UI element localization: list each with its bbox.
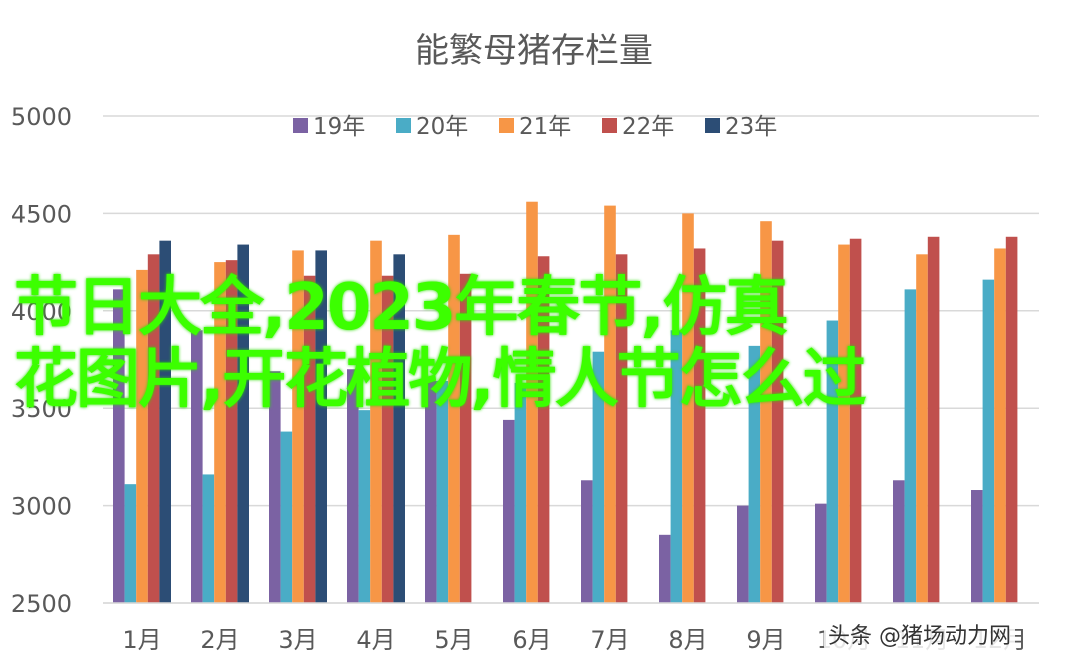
bar — [147, 254, 160, 604]
bar — [459, 273, 472, 603]
bar — [927, 236, 940, 603]
bar — [315, 250, 327, 604]
legend-label: 20年 — [416, 114, 468, 140]
bar — [526, 201, 538, 603]
bar — [1005, 236, 1018, 603]
bar — [615, 254, 628, 604]
bar — [280, 431, 293, 603]
bar — [113, 289, 125, 603]
bar — [292, 250, 304, 604]
y-tick-label: 5000 — [11, 103, 72, 131]
bar — [693, 248, 706, 604]
bar — [191, 330, 203, 603]
bar — [904, 289, 917, 603]
bar — [436, 380, 449, 603]
bar — [771, 240, 784, 603]
legend-label: 23年 — [725, 114, 777, 140]
bar — [537, 256, 550, 603]
x-tick-label: 1月 — [122, 626, 161, 654]
bar — [202, 474, 215, 603]
y-tick-label: 4000 — [11, 298, 72, 326]
y-axis: 2500 3000 3500 4000 4500 5000 — [11, 103, 72, 618]
x-tick-label: 5月 — [434, 626, 473, 654]
bar — [592, 351, 605, 603]
legend-label: 19年 — [313, 114, 365, 140]
y-tick-label: 4500 — [11, 200, 72, 228]
legend-swatch — [499, 118, 514, 133]
bar — [916, 254, 928, 604]
bar — [393, 254, 405, 604]
bar — [604, 205, 616, 603]
bars — [113, 201, 1018, 604]
legend-swatch — [396, 118, 411, 133]
bar — [237, 244, 249, 603]
bar — [448, 234, 460, 603]
legend-label: 22年 — [622, 114, 674, 140]
bar — [381, 275, 394, 603]
bar — [737, 505, 749, 603]
x-tick-label: 2月 — [200, 626, 239, 654]
bar — [136, 269, 148, 603]
bar — [269, 371, 281, 603]
bar — [893, 480, 905, 603]
bar — [503, 419, 515, 603]
bar — [760, 221, 772, 603]
bar — [347, 369, 359, 603]
x-tick-label: 3月 — [278, 626, 317, 654]
bar — [159, 240, 171, 603]
legend: 19年 20年 21年 22年 23年 — [293, 114, 777, 140]
bar — [826, 320, 839, 603]
bar — [838, 244, 850, 603]
bar — [425, 380, 437, 603]
y-tick-label: 3500 — [11, 395, 72, 423]
bar — [748, 345, 761, 603]
y-tick-label: 3000 — [11, 493, 72, 521]
legend-swatch — [602, 118, 617, 133]
x-tick-label: 9月 — [746, 626, 785, 654]
y-tick-label: 2500 — [11, 590, 72, 618]
bar — [815, 503, 827, 603]
bar — [581, 480, 593, 603]
watermark: 头条 @猪场动力网 — [824, 618, 1015, 650]
legend-swatch — [705, 118, 720, 133]
legend-swatch — [293, 118, 308, 133]
chart-title: 能繁母猪存栏量 — [415, 31, 653, 71]
x-tick-label: 8月 — [668, 626, 707, 654]
bar — [303, 275, 316, 603]
bar — [214, 262, 226, 603]
bar — [682, 213, 694, 603]
bar — [849, 238, 862, 603]
bar — [659, 534, 671, 603]
legend-label: 21年 — [519, 114, 571, 140]
bar — [358, 410, 371, 603]
x-tick-label: 6月 — [512, 626, 551, 654]
x-tick-label: 7月 — [590, 626, 629, 654]
bar — [225, 260, 238, 603]
bar — [971, 490, 983, 603]
bar — [124, 484, 137, 603]
bar — [670, 330, 683, 603]
bar — [982, 279, 995, 603]
bar — [994, 248, 1006, 604]
x-tick-label: 4月 — [356, 626, 395, 654]
bar — [514, 382, 527, 603]
bar — [370, 240, 382, 603]
